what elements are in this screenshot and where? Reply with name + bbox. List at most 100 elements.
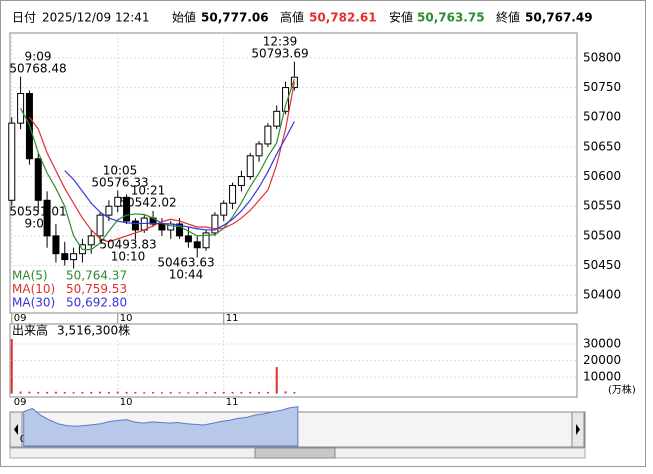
- header-low: 50,763.75: [417, 11, 485, 25]
- header-high: 50,782.61: [309, 11, 377, 25]
- candle-body: [96, 214, 104, 237]
- legend-name: MA(10): [12, 282, 55, 296]
- annotation-time: 9:01: [25, 217, 52, 231]
- arrow-icon: [576, 424, 580, 435]
- y-tick-label: 50750: [583, 80, 621, 94]
- navigator-area: [23, 406, 299, 447]
- candle-body: [220, 202, 228, 216]
- arrow-icon: [14, 424, 18, 435]
- volume-title: 出来高: [12, 323, 48, 338]
- volume-bar: [222, 391, 225, 394]
- volume-bar: [90, 391, 93, 394]
- annotation-price: 50542.02: [119, 196, 176, 210]
- candle-body: [34, 158, 42, 201]
- header-open-label: 始値: [172, 10, 196, 25]
- header-close-label: 終値: [496, 10, 520, 25]
- annotation-price: 50551.01: [9, 205, 66, 219]
- volume-bar: [293, 392, 296, 394]
- header-high-label: 高値: [280, 10, 304, 25]
- x-tick-label: 10: [120, 397, 133, 408]
- volume-bar: [134, 392, 137, 394]
- annotation-time: 10:10: [111, 250, 146, 264]
- volume-bar: [160, 392, 163, 394]
- y-tick-label: 50600: [583, 169, 621, 183]
- volume-bar: [231, 392, 234, 394]
- candle-body: [211, 214, 219, 234]
- y-tick-label: 10000: [583, 370, 621, 384]
- candle-body: [131, 220, 139, 231]
- candle-body: [61, 253, 69, 261]
- candle-body: [8, 122, 16, 201]
- volume-unit: (万株): [608, 383, 636, 396]
- candle-body: [114, 196, 122, 207]
- volume-bar: [10, 339, 13, 394]
- volume-bar: [125, 391, 128, 394]
- volume-bar: [266, 391, 269, 394]
- header: 日付 2025/12/09 12:41 始値 50,777.06 高値 50,782.61…: [12, 10, 593, 25]
- volume-bar: [205, 392, 208, 394]
- volume-bar: [152, 392, 155, 394]
- volume-bar: [258, 392, 261, 394]
- candle-body: [246, 155, 254, 178]
- x-tick-label: 11: [226, 313, 239, 324]
- candle-body: [105, 205, 113, 216]
- legend-box: [11, 269, 126, 310]
- volume-bar: [46, 391, 49, 394]
- annotation-time: 9:09: [25, 50, 52, 64]
- annotation-time: 10:44: [169, 268, 204, 282]
- candle-body: [273, 110, 281, 127]
- volume-bar: [107, 392, 110, 394]
- candle-body: [255, 143, 263, 157]
- volume-bar: [54, 391, 57, 394]
- candle-body: [229, 184, 237, 204]
- volume-bar: [187, 392, 190, 394]
- legend-name: MA(30): [12, 296, 55, 310]
- ma-line: [20, 78, 295, 251]
- y-tick-label: 50550: [583, 199, 621, 213]
- candle-body: [70, 253, 78, 261]
- y-tick-label: 50650: [583, 139, 621, 153]
- volume-bar: [81, 392, 84, 394]
- volume-bar: [63, 392, 66, 394]
- candle-body: [43, 199, 51, 237]
- volume-bar: [169, 392, 172, 394]
- volume-bar: [143, 392, 146, 394]
- candle-body: [202, 232, 210, 249]
- volume-bar: [99, 391, 102, 394]
- annotation-price: 50793.69: [251, 47, 308, 61]
- y-tick-label: 30000: [583, 336, 621, 350]
- candle-body: [264, 125, 272, 145]
- x-tick-label: 09: [14, 397, 27, 408]
- y-tick-label: 50500: [583, 228, 621, 242]
- scrollbar-thumb[interactable]: [254, 447, 336, 459]
- candle-body: [158, 223, 166, 231]
- candle-body: [87, 235, 95, 246]
- x-tick-label: 09: [14, 313, 27, 324]
- y-tick-label: 50800: [583, 50, 621, 64]
- candle-body: [123, 196, 131, 222]
- header-date-label: 日付: [12, 11, 36, 25]
- header-datetime: 2025/12/09 12:41: [42, 11, 150, 25]
- candle-body: [184, 235, 192, 243]
- frame: [0, 0, 646, 467]
- header-open: 50,777.06: [201, 11, 269, 25]
- legend-name: MA(5): [12, 269, 48, 283]
- volume-bar: [178, 392, 181, 394]
- x-tick-label: 11: [226, 397, 239, 408]
- volume-bar: [249, 391, 252, 394]
- legend-value: 50,692.80: [66, 296, 127, 310]
- annotation-price: 50463.63: [157, 256, 214, 270]
- candle-body: [282, 87, 290, 112]
- candle-body: [176, 223, 184, 237]
- volume-bar: [196, 392, 199, 394]
- header-close: 50,767.49: [525, 11, 593, 25]
- header-low-label: 安値: [389, 10, 413, 25]
- volume-bar: [116, 391, 119, 394]
- volume-total: 3,516,300株: [57, 323, 130, 338]
- ma-line: [28, 81, 295, 243]
- volume-bar: [19, 391, 22, 394]
- y-tick-label: 50450: [583, 258, 621, 272]
- annotation-price: 50768.48: [9, 62, 66, 76]
